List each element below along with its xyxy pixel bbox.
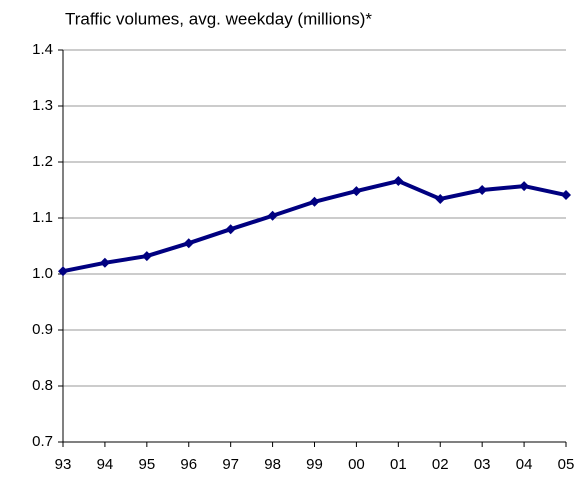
data-point	[225, 224, 236, 235]
data-point	[435, 193, 446, 204]
data-point	[393, 176, 404, 187]
data-point	[183, 238, 194, 249]
x-tick-label: 94	[97, 456, 114, 473]
y-tick-label: 0.9	[32, 321, 53, 338]
chart-title: Traffic volumes, avg. weekday (millions)…	[65, 9, 372, 28]
data-point	[561, 190, 571, 201]
data-point	[309, 196, 320, 207]
data-point	[267, 210, 278, 221]
x-tick-label: 00	[348, 456, 365, 473]
x-tick-label: 97	[222, 456, 239, 473]
y-tick-label: 1.1	[32, 209, 53, 226]
x-tick-label: 96	[180, 456, 197, 473]
data-point	[58, 266, 68, 277]
x-tick-label: 02	[432, 456, 449, 473]
y-tick-label: 1.2	[32, 153, 53, 170]
data-point	[351, 186, 362, 197]
x-tick-label: 05	[558, 456, 575, 473]
x-tick-label: 98	[264, 456, 281, 473]
y-tick-label: 1.0	[32, 265, 53, 282]
x-tick-label: 93	[55, 456, 72, 473]
x-tick-label: 03	[474, 456, 491, 473]
data-point	[141, 251, 152, 262]
y-tick-label: 1.4	[32, 41, 53, 58]
x-tick-label: 99	[306, 456, 323, 473]
x-tick-label: 01	[390, 456, 407, 473]
data-point	[99, 257, 110, 268]
data-line	[62, 179, 567, 274]
data-point	[477, 185, 488, 195]
y-tick-label: 1.3	[32, 97, 53, 114]
x-tick-label: 04	[516, 456, 533, 473]
x-tick-label: 95	[138, 456, 155, 473]
y-tick-label: 0.7	[32, 433, 53, 450]
y-tick-label: 0.8	[32, 377, 53, 394]
data-point	[519, 181, 530, 192]
